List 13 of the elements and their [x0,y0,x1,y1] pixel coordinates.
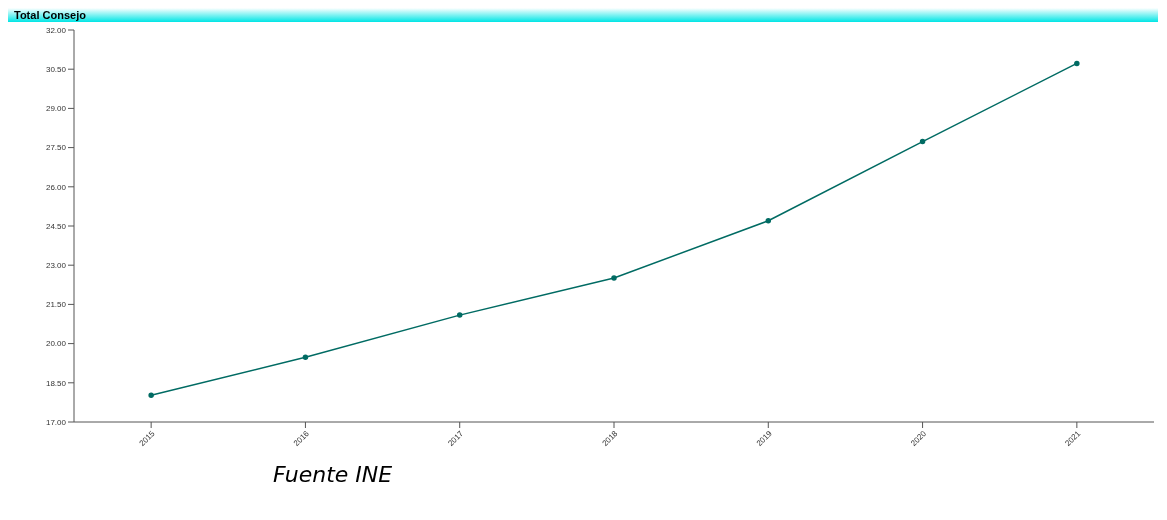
y-tick-label: 21.50 [45,300,67,310]
y-tick-label: 30.50 [45,65,67,75]
y-tick-label: 26.00 [45,182,67,192]
y-tick-label: 18.50 [45,378,67,388]
y-tick-label: 24.50 [45,221,67,231]
y-tick-label: 32.00 [45,25,67,35]
y-tick-label: 17.00 [45,417,67,427]
y-tick-label: 27.50 [45,143,67,153]
chart-title: Total Consejo [8,8,1158,22]
y-tick-label: 23.00 [45,261,67,271]
y-tick-label: 29.00 [45,104,67,114]
source-note: Fuente INE [273,462,394,487]
y-tick-label: 20.00 [45,339,67,349]
